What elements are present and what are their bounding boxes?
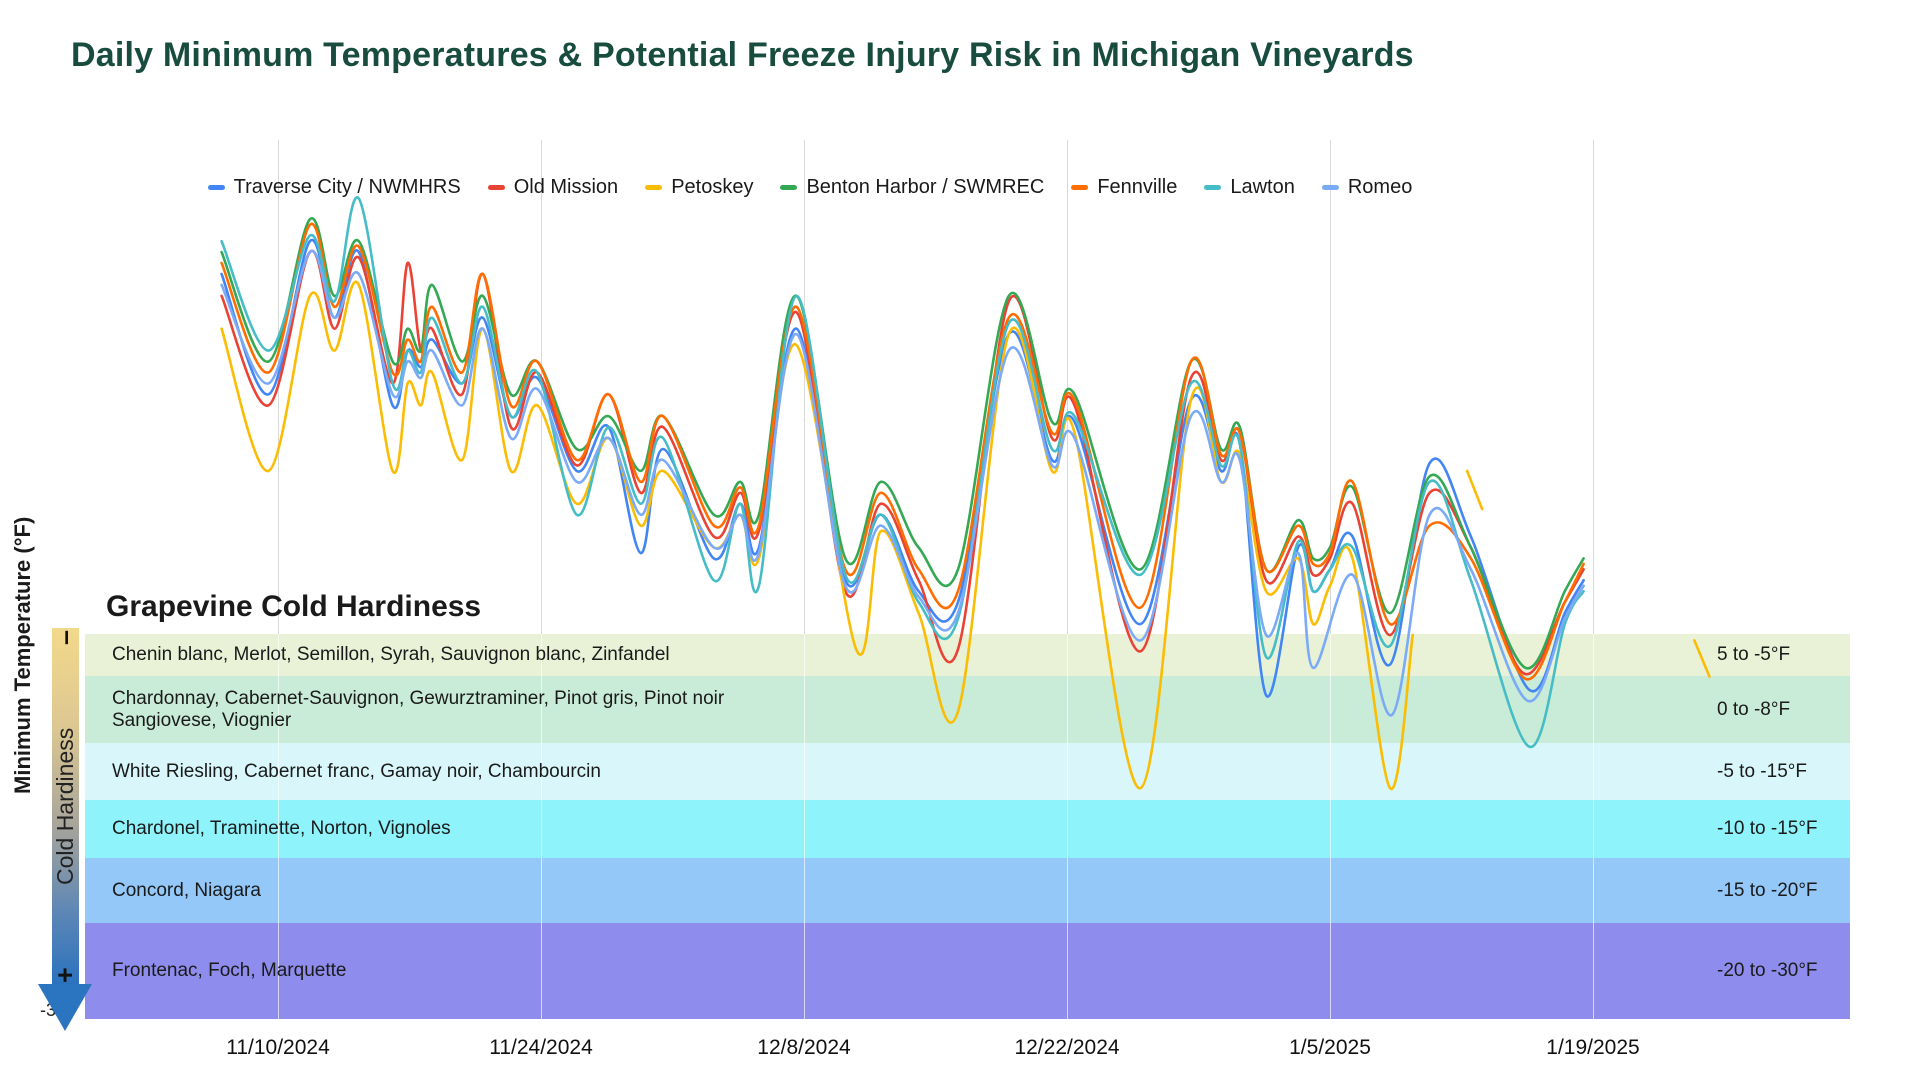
- band-varieties: White Riesling, Cabernet franc, Gamay no…: [112, 760, 601, 782]
- legend-item-romeo[interactable]: Romeo: [1321, 176, 1413, 199]
- gridline: [1330, 140, 1331, 1019]
- band-temp-range: -15 to -20°F: [1717, 879, 1818, 901]
- page-title: Daily Minimum Temperatures & Potential F…: [71, 36, 1414, 74]
- band-varieties: Concord, Niagara: [112, 879, 261, 901]
- band-varieties: Chardonnay, Cabernet-Sauvignon, Gewurztr…: [112, 687, 725, 731]
- legend-label: Romeo: [1347, 176, 1413, 198]
- x-tick-label: 1/19/2025: [1546, 1036, 1640, 1059]
- plus-sign: +: [50, 967, 80, 983]
- legend-color-dash: [1204, 185, 1222, 190]
- legend-item-traverse-city-nwmhrs[interactable]: Traverse City / NWMHRS: [207, 176, 461, 199]
- legend-item-lawton[interactable]: Lawton: [1204, 176, 1295, 199]
- band-temp-range: 0 to -8°F: [1717, 698, 1791, 720]
- legend: Traverse City / NWMHRS Old Mission Petoske…: [207, 176, 1412, 199]
- series-line-traverse-city-nwmhrs: [220, 238, 1585, 698]
- gridline: [804, 140, 805, 1019]
- hardiness-band-5: [85, 858, 1850, 923]
- legend-item-petoskey[interactable]: Petoskey: [645, 176, 753, 199]
- hardiness-heading: Grapevine Cold Hardiness: [106, 590, 482, 623]
- legend-color-dash: [207, 185, 225, 190]
- x-tick-label: 12/8/2024: [757, 1036, 851, 1059]
- y-axis-label: Minimum Temperature (°F): [10, 516, 35, 794]
- x-tick-label: 12/22/2024: [1014, 1036, 1120, 1059]
- hardiness-band-4: [85, 800, 1850, 858]
- legend-item-fennville[interactable]: Fennville: [1071, 176, 1177, 199]
- gridline: [541, 140, 542, 1019]
- band-temp-range: -5 to -15°F: [1717, 760, 1807, 782]
- legend-label: Traverse City / NWMHRS: [233, 176, 461, 198]
- gridline: [1067, 140, 1068, 1019]
- legend-color-dash: [780, 185, 798, 190]
- x-tick-label: 11/10/2024: [226, 1036, 330, 1059]
- cold-hardiness-arrow-label: Cold Hardiness: [52, 727, 78, 885]
- hardiness-band-6: [85, 923, 1850, 1019]
- band-temp-range: -20 to -30°F: [1717, 960, 1818, 981]
- legend-label: Benton Harbor / SWMREC: [806, 176, 1045, 198]
- band-varieties: Chenin blanc, Merlot, Semillon, Syrah, S…: [112, 644, 670, 665]
- minus-sign: –: [50, 630, 80, 646]
- band-varieties: Chardonel, Traminette, Norton, Vignoles: [112, 818, 451, 839]
- x-tick-label: 11/24/2024: [489, 1036, 593, 1059]
- legend-color-dash: [487, 185, 505, 190]
- arrow-head-icon: [38, 984, 92, 1031]
- band-temp-range: 5 to -5°F: [1717, 644, 1791, 665]
- legend-color-dash: [1321, 185, 1339, 190]
- legend-label: Petoskey: [671, 176, 754, 198]
- gridline: [1593, 140, 1594, 1019]
- legend-label: Lawton: [1230, 176, 1295, 198]
- band-varieties: Frontenac, Foch, Marquette: [112, 960, 347, 981]
- x-tick-label: 1/5/2025: [1289, 1036, 1371, 1059]
- legend-label: Old Mission: [513, 176, 619, 198]
- series-line-petoskey: [1465, 469, 1484, 511]
- legend-label: Fennville: [1097, 176, 1178, 198]
- cold-hardiness-arrow: + Cold Hardiness –: [50, 628, 80, 985]
- legend-color-dash: [1071, 185, 1089, 190]
- legend-item-old-mission[interactable]: Old Mission: [487, 176, 619, 199]
- band-temp-range: -10 to -15°F: [1717, 818, 1818, 839]
- gridline: [278, 140, 279, 1019]
- legend-item-benton-harbor-swmrec[interactable]: Benton Harbor / SWMREC: [780, 176, 1044, 199]
- legend-color-dash: [645, 185, 663, 190]
